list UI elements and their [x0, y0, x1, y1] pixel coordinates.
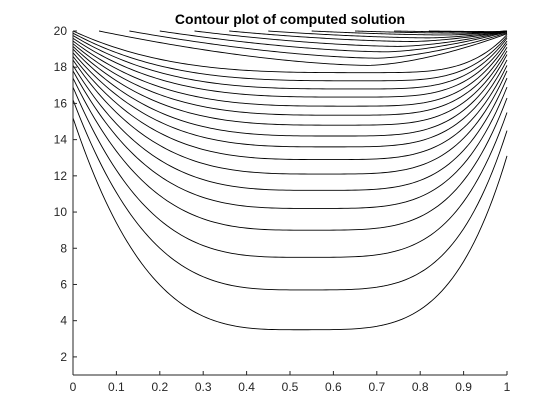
y-tick-label: 6 — [60, 277, 67, 291]
x-tick-label: 0.7 — [368, 380, 385, 394]
contour-line — [72, 65, 508, 191]
y-tick-label: 18 — [54, 60, 68, 74]
x-tick-label: 0.2 — [151, 380, 168, 394]
x-tick-label: 1 — [504, 380, 511, 394]
contour-line — [229, 30, 508, 42]
contour-line — [129, 30, 508, 59]
contour-line — [72, 59, 508, 175]
contour-line — [159, 30, 508, 53]
y-tick-label: 8 — [60, 241, 67, 255]
contour-line — [72, 52, 508, 148]
y-tick-label: 4 — [60, 314, 67, 328]
x-tick-label: 0.9 — [455, 380, 472, 394]
y-tick-label: 10 — [54, 205, 68, 219]
contour-line — [428, 30, 508, 32]
contour-line — [72, 40, 508, 107]
contour-line — [72, 70, 508, 209]
contour-line — [311, 30, 508, 36]
contour-line — [72, 56, 508, 160]
chart-title: Contour plot of computed solution — [175, 11, 405, 27]
contour-line — [268, 30, 508, 39]
x-axis-ticks: 0 0.1 0.2 0.3 0.4 0.5 0.6 0.7 0.8 0.9 1 — [70, 371, 511, 394]
contour-line — [72, 86, 508, 258]
x-tick-label: 0 — [70, 380, 77, 394]
y-tick-label: 14 — [54, 133, 68, 147]
x-tick-label: 0.8 — [412, 380, 429, 394]
y-tick-label: 16 — [54, 96, 68, 110]
contour-line — [72, 77, 508, 231]
x-tick-label: 0.4 — [238, 380, 255, 394]
contour-line — [355, 30, 508, 34]
contour-line — [72, 32, 508, 82]
contour-line — [72, 30, 508, 74]
contour-line — [72, 35, 508, 90]
contour-line — [194, 30, 508, 47]
x-tick-label: 0.6 — [325, 380, 342, 394]
contour-line — [72, 46, 508, 126]
y-tick-label: 20 — [54, 24, 68, 38]
x-tick-label: 0.5 — [282, 380, 299, 394]
y-tick-label: 2 — [60, 350, 67, 364]
contour-line — [72, 99, 508, 291]
contour-line — [72, 43, 508, 116]
y-axis-ticks: 2 4 6 8 10 12 14 16 18 20 — [54, 24, 77, 364]
x-tick-label: 0.3 — [195, 380, 212, 394]
x-tick-label: 0.1 — [108, 380, 125, 394]
contour-line — [98, 30, 508, 66]
contour-lines — [72, 30, 508, 331]
y-tick-label: 12 — [54, 169, 68, 183]
contour-line — [72, 117, 508, 331]
contour-line — [72, 48, 508, 137]
contour-line — [72, 37, 508, 98]
